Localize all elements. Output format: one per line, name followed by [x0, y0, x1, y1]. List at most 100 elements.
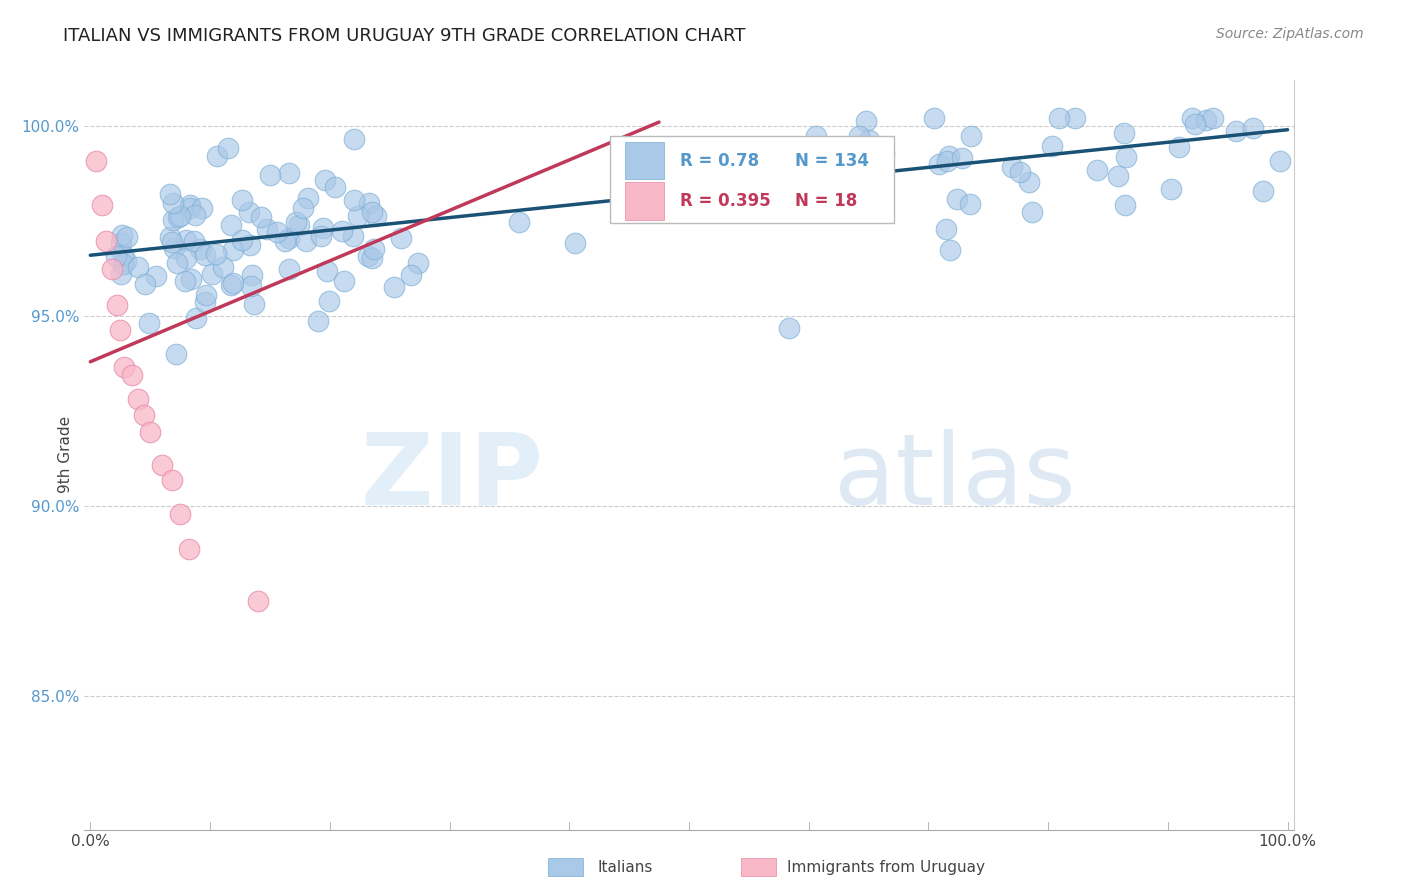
Point — [792, 166, 814, 180]
Text: N = 18: N = 18 — [796, 192, 858, 211]
Point — [318, 293, 340, 308]
Point — [786, 173, 808, 187]
Point — [307, 314, 329, 328]
Y-axis label: 9th Grade: 9th Grade — [58, 417, 73, 493]
Point — [278, 231, 301, 245]
Point — [188, 243, 211, 257]
Point — [94, 234, 117, 248]
Point — [166, 255, 188, 269]
Text: atlas: atlas — [834, 429, 1076, 526]
Point — [873, 147, 896, 161]
Point — [314, 173, 336, 187]
Point — [1114, 126, 1136, 140]
Point — [356, 249, 378, 263]
Point — [205, 149, 228, 163]
Point — [134, 277, 156, 292]
Point — [935, 222, 957, 236]
Point — [382, 279, 405, 293]
Point — [811, 200, 834, 214]
Point — [112, 257, 135, 271]
Point — [508, 215, 530, 229]
Point — [240, 279, 263, 293]
Point — [91, 197, 114, 211]
Point — [849, 187, 872, 202]
Point — [357, 196, 380, 211]
Point — [1108, 169, 1130, 183]
Point — [342, 229, 364, 244]
Point — [105, 298, 128, 312]
Point — [316, 264, 339, 278]
Point — [323, 179, 346, 194]
Point — [288, 218, 311, 232]
Point — [1253, 184, 1275, 198]
Point — [127, 260, 149, 274]
Text: Source: ZipAtlas.com: Source: ZipAtlas.com — [1216, 27, 1364, 41]
Bar — [624, 182, 664, 219]
Point — [1114, 198, 1136, 212]
Point — [1001, 161, 1024, 175]
Point — [1225, 124, 1247, 138]
Point — [278, 262, 301, 277]
Point — [1181, 112, 1204, 126]
Bar — [610, 136, 894, 223]
Point — [219, 218, 242, 232]
Point — [105, 249, 128, 263]
Point — [361, 205, 384, 219]
Point — [277, 166, 299, 180]
Point — [174, 251, 197, 265]
Point — [160, 473, 183, 487]
Point — [343, 132, 366, 146]
Point — [285, 215, 308, 229]
Point — [297, 191, 319, 205]
Point — [221, 277, 243, 292]
Point — [250, 210, 273, 224]
Point — [935, 154, 957, 169]
Point — [231, 233, 253, 247]
Point — [165, 347, 187, 361]
Point — [162, 196, 184, 211]
Point — [950, 151, 973, 165]
Point — [231, 193, 253, 207]
Point — [295, 234, 318, 248]
Text: ITALIAN VS IMMIGRANTS FROM URUGUAY 9TH GRADE CORRELATION CHART: ITALIAN VS IMMIGRANTS FROM URUGUAY 9TH G… — [63, 27, 745, 45]
Point — [110, 323, 132, 337]
Point — [928, 157, 950, 171]
Point — [309, 229, 332, 244]
Point — [1160, 182, 1182, 196]
Point — [238, 205, 260, 219]
Point — [101, 262, 124, 277]
Point — [1268, 153, 1291, 168]
Point — [112, 248, 135, 262]
Point — [1063, 112, 1085, 126]
Point — [256, 222, 278, 236]
Point — [218, 141, 240, 155]
Point — [145, 269, 167, 284]
Point — [121, 368, 143, 382]
Point — [1202, 112, 1225, 126]
Point — [86, 154, 108, 169]
Point — [183, 234, 205, 248]
Text: Immigrants from Uruguay: Immigrants from Uruguay — [787, 860, 986, 874]
Point — [127, 392, 149, 406]
Point — [174, 233, 197, 247]
Point — [162, 235, 184, 249]
Point — [243, 297, 266, 311]
Point — [938, 149, 960, 163]
Point — [179, 198, 201, 212]
Point — [110, 267, 132, 281]
Point — [1184, 117, 1206, 131]
Point — [139, 425, 162, 439]
Point — [1018, 175, 1040, 189]
Point — [115, 254, 138, 268]
Point — [194, 288, 217, 302]
Bar — [624, 142, 664, 179]
Point — [858, 133, 880, 147]
Point — [399, 268, 422, 282]
Point — [184, 208, 207, 222]
Point — [204, 247, 226, 261]
Point — [163, 241, 186, 255]
Point — [1047, 112, 1070, 126]
Point — [1010, 164, 1032, 178]
Point — [564, 236, 586, 251]
Point — [292, 202, 315, 216]
